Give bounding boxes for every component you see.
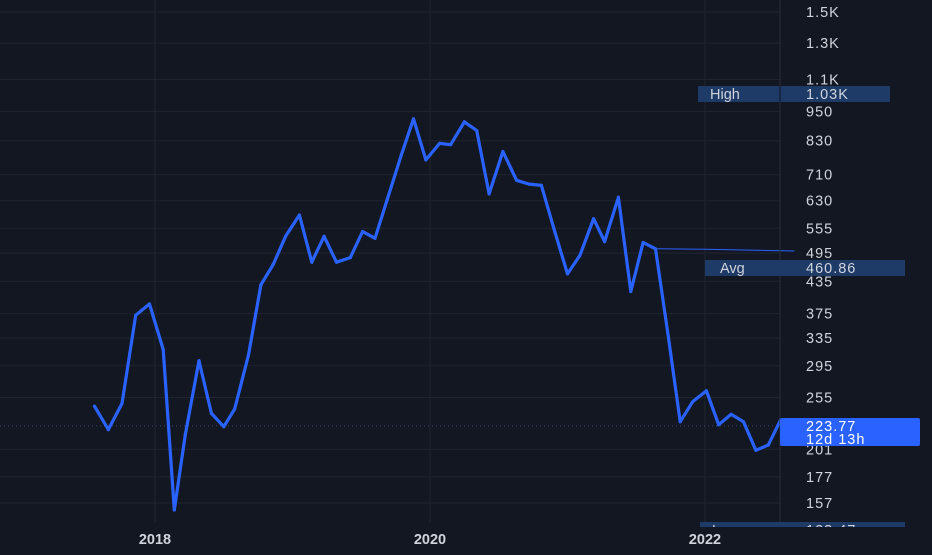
data-point: [284, 234, 288, 238]
data-point: [678, 420, 682, 424]
y-tick-label: 1.1K: [806, 72, 840, 88]
data-point: [411, 117, 416, 121]
current-price-value: 223.77: [806, 419, 856, 435]
y-tick-label: 435: [806, 274, 833, 290]
grid-lines: [0, 0, 780, 522]
y-tick-label: 1.3K: [806, 36, 840, 52]
data-point: [222, 425, 226, 429]
data-point: [197, 359, 201, 363]
bottom-mask: [690, 527, 920, 550]
data-point: [233, 407, 237, 411]
data-point: [653, 247, 658, 251]
data-point: [666, 332, 670, 336]
avg-marker-box: [705, 260, 905, 276]
data-point: [399, 154, 403, 158]
high-marker-value: 1.03K: [806, 87, 849, 103]
data-point: [578, 253, 582, 257]
y-tick-label: 495: [806, 246, 833, 262]
series-layer: [92, 117, 797, 512]
data-point: [552, 226, 556, 230]
data-point: [487, 192, 491, 196]
price-axis[interactable]: 1.5K 1.3K 1.1K 950 830 710 630 555 495 435 375 335 2…: [806, 5, 840, 512]
data-point: [603, 240, 607, 244]
data-point: [183, 433, 187, 437]
data-point: [322, 234, 326, 238]
y-tick-label: 157: [806, 496, 833, 512]
data-point: [297, 213, 301, 217]
data-point: [717, 423, 721, 427]
x-tick-label: 2018: [139, 532, 171, 548]
y-tick-label: 255: [806, 390, 833, 406]
data-point: [592, 217, 596, 221]
data-point: [616, 195, 621, 199]
data-point: [147, 302, 152, 306]
data-point: [754, 448, 758, 452]
y-tick-label: 177: [806, 470, 833, 486]
data-point: [334, 260, 339, 264]
data-point: [629, 289, 633, 294]
y-tick-label: 555: [806, 221, 833, 237]
data-point: [209, 411, 213, 415]
data-point: [704, 389, 709, 393]
data-point: [449, 143, 453, 147]
high-marker-label: High: [710, 87, 740, 103]
data-point: [501, 149, 505, 154]
y-tick-label: 335: [806, 331, 833, 347]
avg-marker-value: 460.86: [806, 261, 856, 277]
x-tick-label: 2022: [689, 532, 721, 548]
x-tick-label: 2020: [414, 532, 446, 548]
data-point: [92, 404, 97, 408]
current-price-box: [780, 418, 920, 446]
data-point: [641, 240, 645, 245]
y-tick-label: 950: [806, 104, 833, 120]
data-point: [515, 178, 519, 182]
avg-marker-label: Avg: [720, 261, 745, 277]
data-point: [385, 197, 389, 201]
data-point: [565, 272, 570, 276]
high-marker-box: [698, 86, 890, 102]
current-price-countdown: 12d 13h: [806, 432, 865, 448]
data-point: [424, 158, 428, 162]
data-point: [161, 347, 165, 352]
data-point: [741, 420, 746, 424]
data-point: [438, 141, 442, 145]
average-line-layer: [655, 248, 795, 252]
data-point: [373, 236, 377, 240]
y-tick-label: 630: [806, 194, 833, 210]
average-line: [655, 248, 795, 252]
y-tick-label: 295: [806, 359, 833, 375]
data-point: [348, 256, 352, 260]
data-point: [259, 283, 263, 287]
data-point: [691, 400, 695, 404]
data-point: [310, 260, 314, 264]
data-point: [475, 128, 479, 133]
y-tick-label: 1.5K: [806, 5, 840, 21]
y-tick-label: 201: [806, 442, 833, 458]
y-tick-label: 375: [806, 307, 833, 323]
data-point: [106, 428, 110, 432]
data-point: [172, 508, 176, 512]
data-point: [246, 353, 251, 357]
data-point: [361, 229, 365, 234]
data-point: [134, 313, 138, 317]
y-tick-label: 830: [806, 134, 833, 150]
data-point: [539, 183, 544, 187]
data-point: [766, 443, 770, 447]
data-point: [462, 120, 466, 124]
data-point: [271, 262, 275, 267]
data-point: [729, 412, 733, 416]
price-series-line: [92, 117, 796, 512]
data-point: [120, 401, 124, 406]
y-tick-label: 710: [806, 168, 833, 184]
data-point: [527, 182, 531, 186]
